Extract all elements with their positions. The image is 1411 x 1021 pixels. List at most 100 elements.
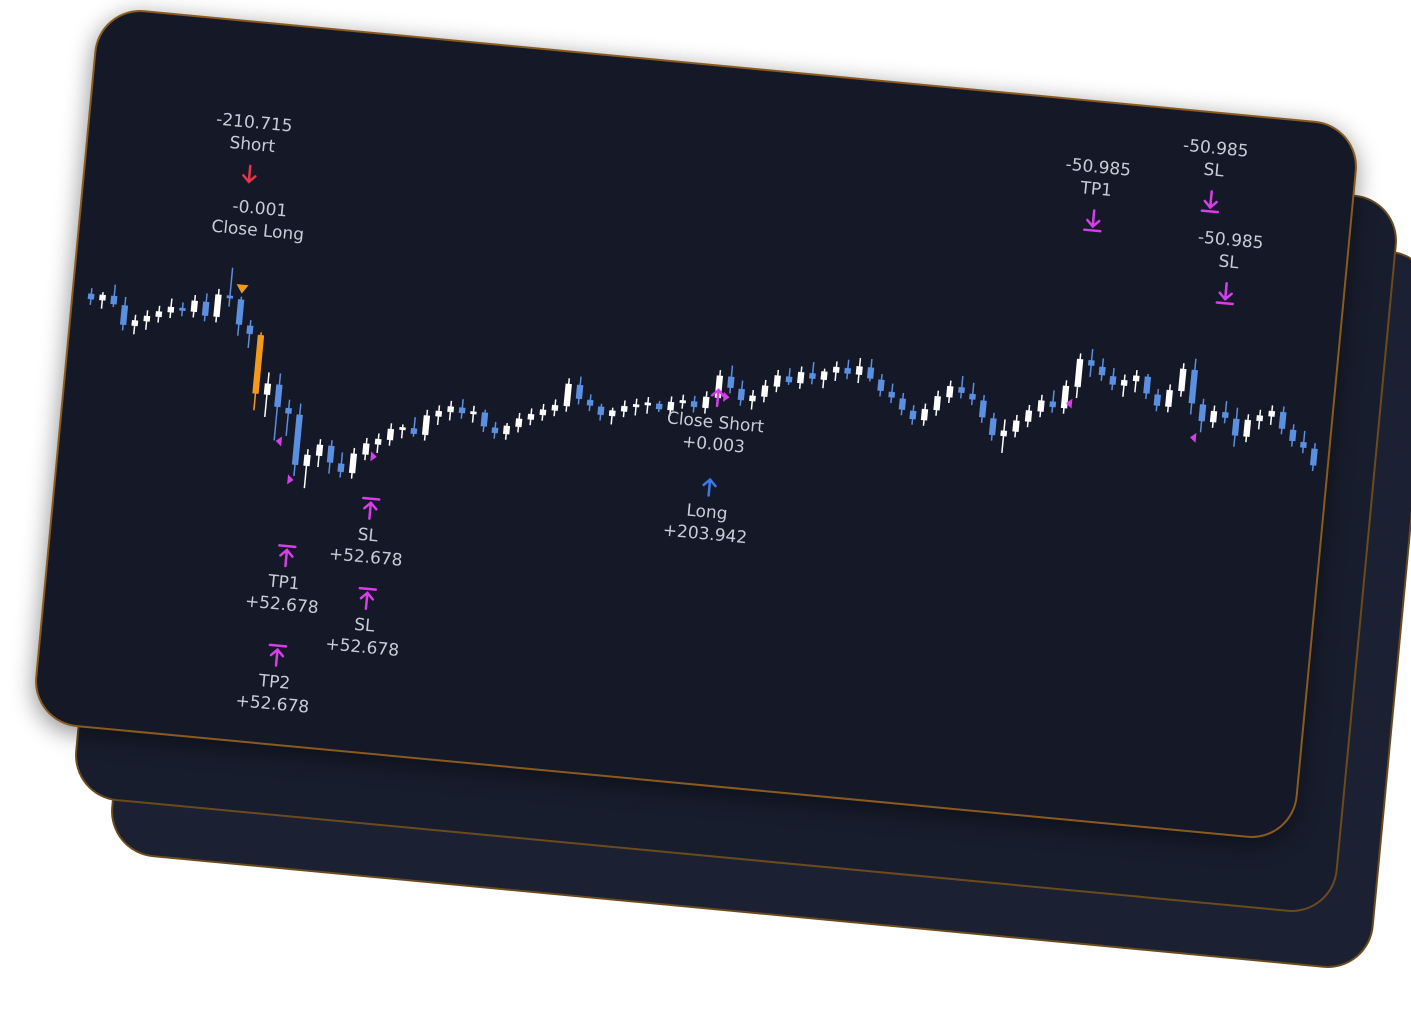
down-arrow-icon: [1083, 209, 1102, 233]
candle-body: [213, 294, 222, 318]
candle-body: [410, 427, 418, 435]
candle-body: [201, 301, 210, 317]
candle-body: [785, 376, 793, 383]
candle-body: [386, 428, 395, 441]
annotation-label: -0.001: [232, 196, 288, 221]
up-arrow-icon: [278, 544, 297, 568]
candle-body: [1074, 358, 1084, 388]
candle-body: [969, 393, 976, 400]
candle-body: [470, 411, 477, 415]
annotation-label: TP2: [257, 671, 291, 694]
candle-body: [167, 306, 175, 313]
annotation-label: +0.003: [681, 432, 746, 458]
candle-body: [1268, 410, 1276, 417]
annotation-label: +52.678: [244, 591, 319, 618]
candle-body: [435, 410, 443, 417]
candle-body: [920, 408, 929, 421]
candle-body: [898, 398, 907, 411]
candle-body: [909, 410, 917, 420]
candle-body: [1278, 411, 1287, 430]
candle-body: [1153, 394, 1161, 406]
candle-body: [1300, 441, 1307, 448]
annotation-label: -210.715: [215, 110, 293, 137]
up-arrow-icon: [358, 586, 378, 611]
annotation-label: TP1: [266, 571, 300, 594]
candle-body: [737, 388, 745, 401]
candle-body: [491, 427, 499, 434]
candle-body: [667, 401, 675, 411]
candle-body: [1198, 404, 1207, 422]
annotation-label: SL: [353, 615, 376, 637]
candle-body: [1098, 366, 1106, 376]
candle-body: [1109, 375, 1117, 385]
candle-body: [597, 406, 605, 416]
candle-body: [527, 413, 535, 420]
down-arrow-icon: [242, 164, 257, 184]
candle-body: [274, 384, 283, 408]
candle-body: [447, 406, 455, 413]
candle-wick: [471, 405, 475, 423]
annotation-label: SL: [1203, 160, 1226, 182]
candle-body: [1231, 418, 1240, 436]
candle-body: [246, 325, 254, 335]
annotation-label: Short: [229, 133, 277, 157]
candle-body: [877, 379, 885, 392]
candle-body: [515, 418, 523, 428]
candle-body: [1024, 410, 1033, 422]
candle-body: [1243, 419, 1252, 437]
candle-body: [809, 372, 816, 380]
candle-body: [502, 425, 511, 435]
annotation-label: Close Short: [666, 408, 765, 437]
candle-wick: [400, 424, 404, 439]
candle-wick: [285, 399, 291, 436]
candle-body: [888, 391, 896, 398]
candle-body: [586, 399, 594, 406]
candle-body: [1309, 448, 1318, 466]
candle-wick: [634, 398, 638, 416]
candle-body: [480, 412, 489, 427]
candle-body: [362, 443, 370, 455]
candle-body: [1256, 415, 1264, 422]
candle-body: [563, 383, 572, 407]
candle-body: [190, 300, 198, 313]
candle-body: [155, 311, 163, 318]
candle-body: [820, 371, 828, 381]
candle-body: [1132, 375, 1140, 382]
candle-body: [143, 315, 151, 322]
candle-body: [1289, 429, 1297, 442]
candle-body: [99, 294, 106, 301]
candle-body: [179, 307, 186, 312]
annotation-label: +203.942: [662, 520, 748, 548]
annotation-label: TP1: [1079, 178, 1113, 201]
signal-triangle-marker: [370, 451, 377, 462]
annotation-label: -50.985: [1182, 136, 1249, 162]
candle-body: [337, 463, 345, 473]
candle-body: [690, 401, 698, 408]
up-arrow-icon: [362, 496, 381, 520]
candle-body: [844, 367, 852, 374]
down-arrow-icon: [1215, 282, 1234, 306]
candle-body: [374, 438, 382, 445]
candle-body: [958, 386, 965, 394]
candle-body: [933, 395, 941, 411]
candle-body: [119, 305, 129, 326]
candle-body: [131, 320, 139, 327]
signal-triangle-marker: [723, 391, 730, 402]
candle-body: [1037, 400, 1045, 412]
candle-body: [988, 418, 997, 436]
candle-body: [773, 375, 781, 387]
candle-body: [87, 293, 95, 300]
down-arrow-icon: [1200, 190, 1220, 214]
candle-body: [1000, 430, 1008, 437]
candle-body: [348, 453, 358, 474]
candle-body: [235, 299, 245, 325]
candle-body: [679, 399, 687, 404]
signal-triangle-marker: [287, 474, 294, 485]
candle-body: [832, 366, 840, 373]
annotation-label: +52.678: [328, 544, 403, 571]
candle-body: [575, 384, 584, 400]
candle-body: [539, 409, 547, 416]
candle-body: [1165, 389, 1173, 408]
candle-body: [303, 454, 311, 467]
